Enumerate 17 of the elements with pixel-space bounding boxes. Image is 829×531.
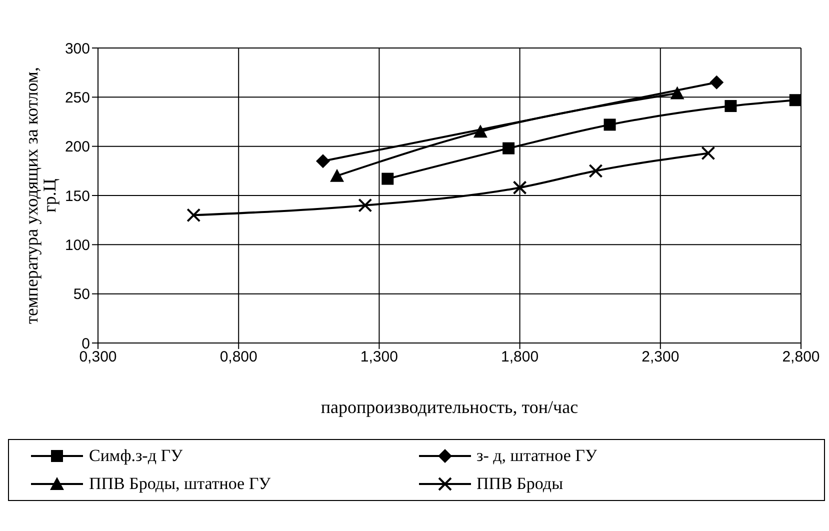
x-tick-label: 2,800	[782, 348, 820, 366]
legend-label: ППВ Броды	[476, 474, 563, 494]
legend-label: з- д, штатное ГУ	[476, 446, 598, 466]
legend-label: ППВ Броды, штатное ГУ	[89, 474, 271, 494]
x-tick-label: 0,800	[220, 348, 258, 366]
legend-label: Симф.з-д ГУ	[89, 446, 183, 466]
y-tick-label: 150	[64, 188, 90, 205]
y-tick-label: 50	[73, 286, 90, 304]
y-tick-label: 300	[64, 40, 90, 58]
y-tick-label: 250	[64, 89, 90, 106]
x-axis-title: паропроизводительность, тон/час	[320, 397, 578, 417]
y-tick-label: 200	[64, 138, 90, 156]
y-tick-label: 100	[64, 236, 90, 254]
x-tick-label: 1,800	[501, 348, 539, 366]
x-tick-label: 2,300	[642, 348, 680, 366]
y-axis-title: температура уходящих за котлом, гр.Ц	[21, 67, 60, 324]
x-tick-label: 1,300	[360, 348, 398, 366]
